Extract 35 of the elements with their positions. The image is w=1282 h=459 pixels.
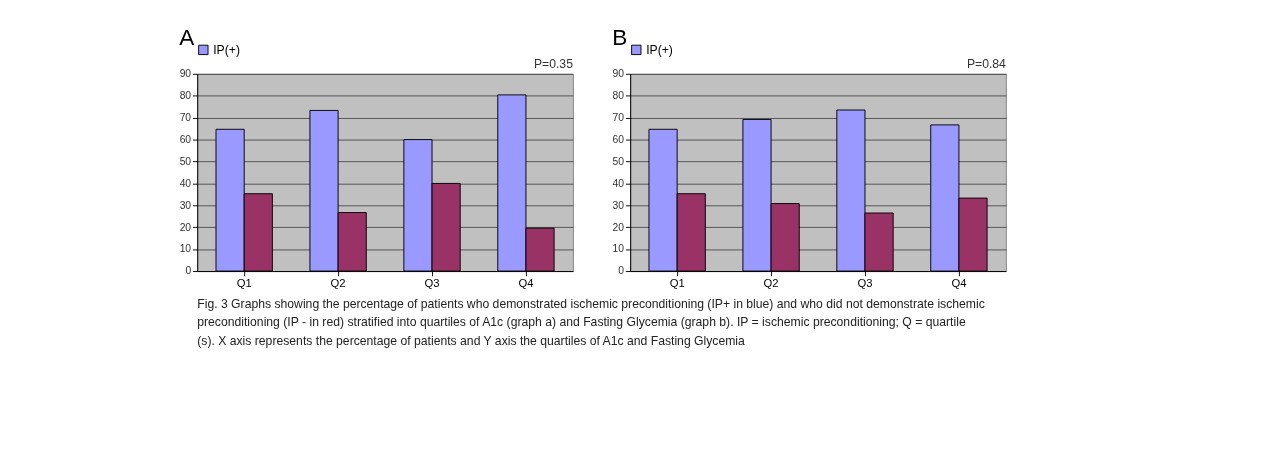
- y-tick-label: 80: [612, 90, 625, 102]
- y-tick-label: 70: [179, 111, 192, 123]
- y-tick-label: 30: [612, 199, 625, 211]
- y-tick-label: 50: [179, 155, 192, 167]
- x-tick-label: Q1: [236, 276, 252, 289]
- x-tick-label: Q1: [669, 276, 685, 289]
- y-tick-label: 60: [612, 133, 625, 145]
- y-tick-label: 90: [612, 68, 625, 80]
- chart-title: A: [179, 24, 195, 50]
- y-tick-label: 80: [179, 90, 192, 102]
- x-tick-label: Q2: [330, 276, 346, 289]
- x-tick-label: Q2: [763, 276, 779, 289]
- y-tick-label: 90: [179, 68, 192, 80]
- y-tick-label: 50: [612, 155, 625, 167]
- y-tick-label: 10: [179, 243, 192, 255]
- caption: Fig. 3 Graphs showing the percentage of patients who demonstrated ischemic preconditioning (IP+ in blue) and who did not demonstrate ischemic preconditioning (IP - in red) stratified into quartiles of A1c (graph a) and Fasting Glycemia (graph b). IP = ischemic preconditioning; Q = quartile (s). X axis represents the percentage of patients and Y axis the quartiles of A1c and Fasting Glycemia: [197, 296, 985, 349]
- y-tick-label: 70: [612, 111, 625, 123]
- y-tick-label: 60: [179, 133, 192, 145]
- y-tick-label: 0: [618, 265, 625, 277]
- x-tick-label: Q3: [857, 276, 873, 289]
- y-tick-label: 20: [179, 221, 192, 233]
- y-tick-label: 0: [185, 265, 192, 277]
- legend-label: IP(+): [646, 42, 673, 57]
- x-tick-label: Q4: [518, 276, 534, 289]
- text: P=0.35: [533, 57, 574, 72]
- text: P=0.84: [966, 57, 1007, 72]
- legend-label: IP(+): [213, 42, 240, 57]
- x-tick-label: Q3: [424, 276, 440, 289]
- x-tick-label: Q4: [951, 276, 967, 289]
- y-tick-label: 20: [612, 221, 625, 233]
- y-tick-label: 30: [179, 199, 192, 211]
- y-tick-label: 10: [612, 243, 625, 255]
- chart-title: B: [612, 24, 628, 50]
- y-tick-label: 40: [179, 177, 192, 189]
- y-tick-label: 40: [612, 177, 625, 189]
